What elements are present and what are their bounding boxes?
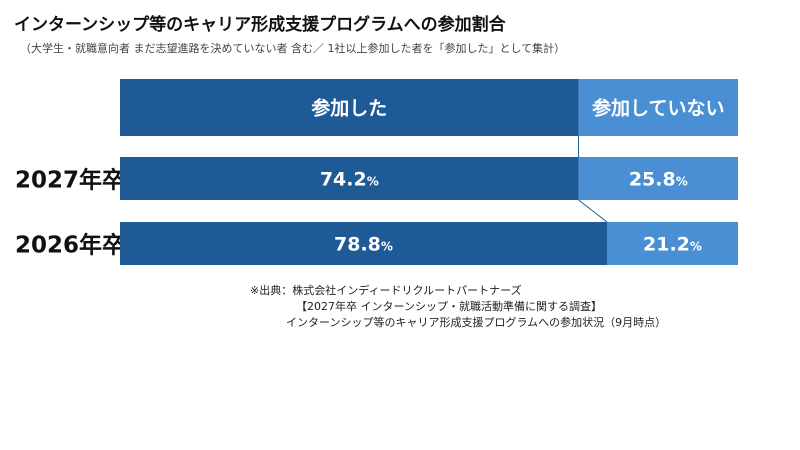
source-line-2: 【2027年卒 インターンシップ・就職活動準備に関する調査】: [296, 300, 602, 313]
bar-participated-1: [120, 222, 607, 265]
legend-label-participated: 参加した: [311, 97, 387, 120]
bar-not-participated-0: [578, 157, 738, 200]
source-line-3: インターンシップ等のキャリア形成支援プログラムへの参加状況（9月時点）: [286, 316, 667, 329]
connector-line-1: [578, 199, 608, 223]
data-label-participated-0: 74.2%: [320, 169, 379, 191]
bar-participated-0: [120, 157, 579, 200]
data-label-not-participated-0: 25.8%: [629, 169, 688, 191]
source-note: ※出典：株式会社インディードリクルートパートナーズ 【2027年卒 インターンシ…: [250, 283, 666, 331]
legend-swatch-participated: [120, 79, 579, 136]
legend-label-not-participated: 参加していない: [592, 97, 724, 120]
bar-not-participated-1: [606, 222, 738, 265]
data-label-not-participated-1: 21.2%: [643, 234, 702, 256]
data-label-participated-1: 78.8%: [334, 234, 393, 256]
category-label-1: 2026年卒: [15, 232, 125, 259]
chart-subtitle: （大学生・就職意向者 まだ志望進路を決めていない者 含む／ 1社以上参加した者を…: [20, 42, 566, 55]
legend-swatch-not-participated: [578, 79, 738, 136]
chart-title: インターンシップ等のキャリア形成支援プログラムへの参加割合: [14, 15, 506, 35]
category-label-0: 2027年卒: [15, 167, 125, 194]
source-line-1: ※出典：株式会社インディードリクルートパートナーズ: [250, 284, 522, 297]
